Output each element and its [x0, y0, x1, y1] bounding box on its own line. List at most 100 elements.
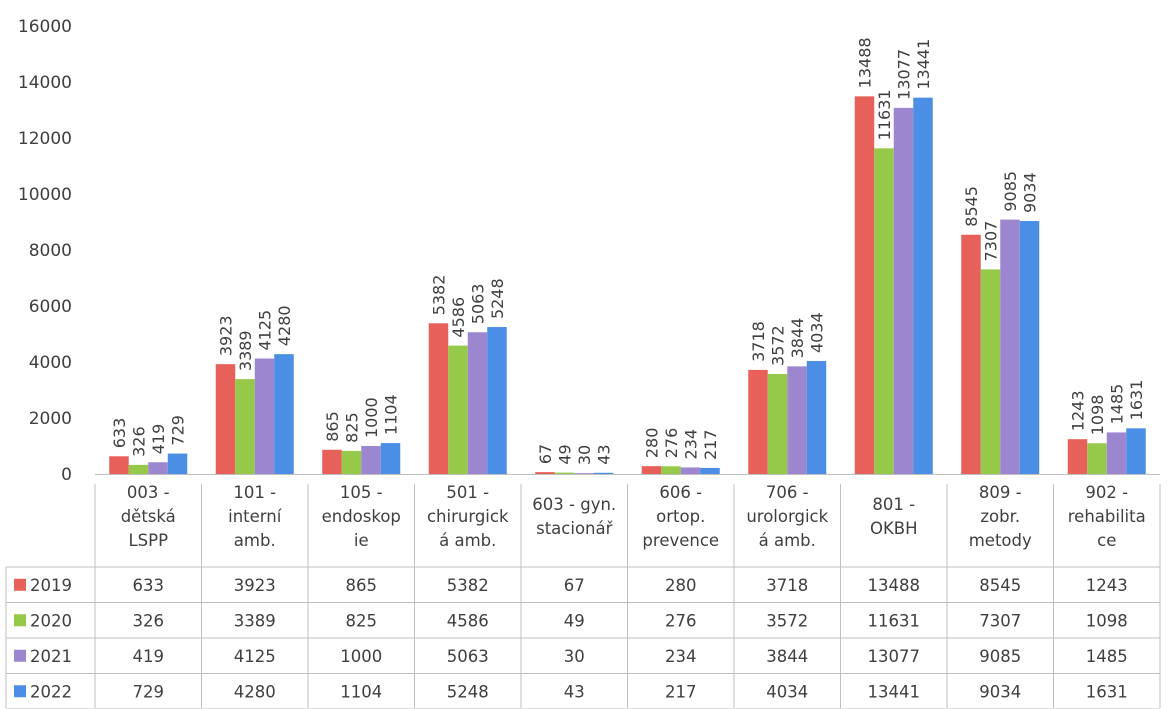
y-tick-label-6: 12000 — [18, 129, 72, 149]
bar-2020-7 — [874, 148, 894, 474]
bar-2022-1 — [274, 354, 294, 474]
category-label-7-0: 801 - — [872, 495, 915, 514]
data-label-2021-5: 234 — [682, 429, 701, 460]
table-cell-2022-5: 217 — [665, 682, 697, 701]
table-cell-2022-3: 5248 — [447, 682, 489, 701]
data-label-2020-6: 3572 — [769, 325, 788, 366]
data-label-2019-6: 3718 — [749, 321, 768, 362]
bar-2021-8 — [1000, 219, 1020, 474]
bar-2021-5 — [680, 467, 701, 474]
data-label-2022-2: 1104 — [382, 394, 401, 435]
legend-label-2020: 2020 — [30, 611, 72, 630]
bar-2021-6 — [787, 366, 807, 474]
data-label-2021-6: 3844 — [788, 318, 807, 359]
table-cell-2019-1: 3923 — [234, 576, 276, 595]
data-label-2021-3: 5063 — [469, 284, 488, 325]
table-cell-2019-6: 3718 — [766, 576, 808, 595]
bar-2019-9 — [1067, 439, 1088, 474]
category-label-0-1: dětská — [121, 507, 176, 526]
data-label-2020-8: 7307 — [982, 221, 1001, 262]
legend-label-2022: 2022 — [30, 682, 72, 701]
data-label-2019-1: 3923 — [217, 315, 236, 356]
table-cell-2022-7: 13441 — [868, 682, 921, 701]
data-label-2020-2: 825 — [343, 412, 362, 443]
bar-2022-4 — [593, 472, 614, 474]
data-label-2021-0: 419 — [149, 424, 168, 455]
table-cell-2019-0: 633 — [133, 576, 165, 595]
bar-2021-7 — [893, 107, 914, 475]
bar-2022-5 — [700, 467, 720, 474]
data-label-2021-8: 9085 — [1001, 171, 1020, 212]
table-cell-2020-0: 326 — [133, 611, 165, 630]
category-label-0-0: 003 - — [127, 483, 170, 502]
data-label-2021-7: 13077 — [895, 49, 914, 100]
table-cell-2021-4: 30 — [564, 647, 585, 666]
bar-2021-4 — [574, 473, 594, 474]
category-label-2-1: endoskop — [322, 507, 401, 526]
y-tick-label-0: 0 — [61, 465, 72, 485]
category-label-5-0: 606 - — [659, 483, 702, 502]
bar-2020-4 — [554, 472, 575, 474]
bar-2022-9 — [1126, 428, 1146, 474]
category-label-9-0: 902 - — [1085, 483, 1128, 502]
data-label-2020-0: 326 — [130, 426, 149, 457]
category-label-8-0: 809 - — [979, 483, 1022, 502]
bar-2021-3 — [467, 332, 488, 474]
data-label-2022-4: 43 — [595, 444, 614, 464]
data-label-2019-0: 633 — [110, 418, 129, 449]
bar-2019-2 — [322, 449, 342, 474]
table-cell-2019-7: 13488 — [868, 576, 921, 595]
bar-2019-8 — [961, 234, 981, 474]
legend-key-2019 — [14, 578, 26, 591]
category-label-0-2: LSPP — [128, 531, 168, 550]
legend-label-2021: 2021 — [30, 647, 72, 666]
category-label-3-2: á amb. — [439, 531, 496, 550]
table-cell-2022-9: 1631 — [1086, 682, 1128, 701]
y-tick-label-1: 2000 — [29, 409, 72, 429]
data-label-2022-7: 13441 — [914, 39, 933, 90]
data-label-2021-9: 1485 — [1108, 384, 1127, 425]
table-cell-2019-9: 1243 — [1086, 576, 1128, 595]
bar-2022-3 — [487, 327, 507, 474]
table-cell-2020-4: 49 — [564, 611, 585, 630]
data-label-2020-9: 1098 — [1088, 395, 1107, 436]
category-label-2-2: ie — [354, 531, 369, 550]
data-label-2022-8: 9034 — [1021, 172, 1040, 213]
category-label-2-0: 105 - — [340, 483, 383, 502]
bar-2021-0 — [148, 462, 168, 474]
bar-2019-5 — [641, 466, 662, 474]
category-label-5-1: ortop. — [656, 507, 705, 526]
table-cell-2021-5: 234 — [665, 647, 697, 666]
data-label-2019-9: 1243 — [1069, 390, 1088, 431]
bar-2022-2 — [380, 443, 401, 474]
legend-key-2022 — [14, 685, 26, 698]
bar-2019-1 — [215, 364, 236, 474]
bar-2019-3 — [428, 323, 449, 474]
bar-2022-0 — [167, 453, 188, 474]
data-label-2019-4: 67 — [536, 444, 555, 464]
category-label-4-1: stacionář — [536, 519, 612, 538]
category-label-6-1: urolorgick — [746, 507, 828, 526]
bar-2020-0 — [128, 464, 149, 474]
legend-label-2019: 2019 — [30, 576, 72, 595]
table-cell-2022-4: 43 — [564, 682, 585, 701]
data-label-2022-6: 4034 — [808, 312, 827, 353]
bar-2021-9 — [1106, 432, 1127, 474]
y-tick-label-3: 6000 — [29, 297, 72, 317]
data-label-2022-1: 4280 — [275, 305, 294, 346]
table-cell-2021-1: 4125 — [234, 647, 276, 666]
data-label-2019-2: 865 — [323, 411, 342, 442]
category-label-1-1: interní — [228, 507, 283, 526]
table-cell-2021-6: 3844 — [766, 647, 808, 666]
table-cell-2020-3: 4586 — [447, 611, 489, 630]
data-label-2022-9: 1631 — [1127, 380, 1146, 421]
data-label-2022-5: 217 — [701, 429, 720, 460]
category-label-1-0: 101 - — [233, 483, 276, 502]
bar-2019-0 — [109, 456, 129, 474]
bar-2020-8 — [980, 269, 1001, 474]
category-label-8-2: metody — [969, 531, 1032, 550]
table-cell-2020-7: 11631 — [868, 611, 921, 630]
bar-2020-6 — [767, 373, 788, 474]
bar-2019-6 — [748, 369, 768, 474]
